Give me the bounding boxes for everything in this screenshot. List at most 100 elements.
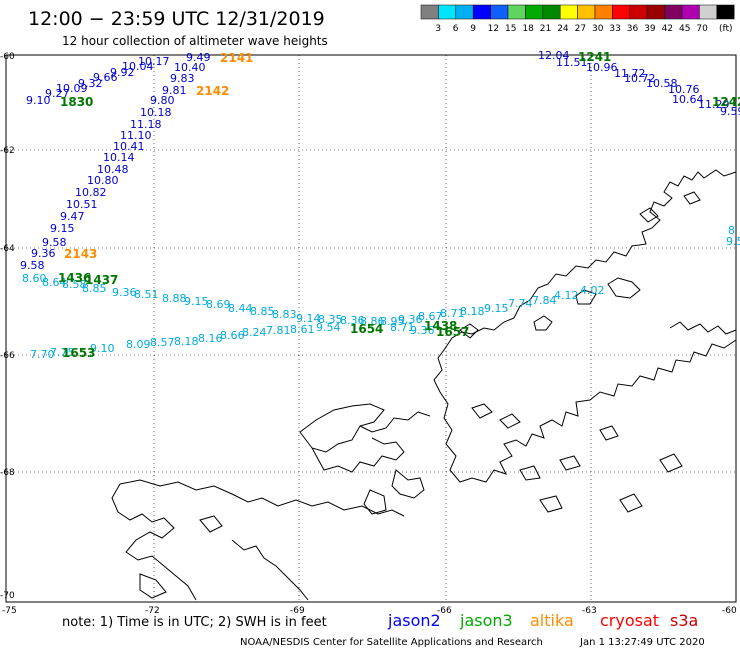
scale-label: 9 — [470, 24, 476, 34]
track-time: 2141 — [220, 51, 253, 65]
swh-value: 10.72 — [624, 72, 656, 85]
lon-label: -63 — [582, 606, 597, 616]
swh-value: 10.04 — [122, 60, 154, 73]
map-subtitle: 12 hour collection of altimeter wave hei… — [62, 34, 328, 48]
swh-value: 8.64 — [42, 276, 67, 289]
swh-value: 8.44 — [228, 302, 253, 315]
track-time: 1657 — [436, 325, 469, 339]
scale-swatch — [612, 4, 631, 20]
swh-value: 10.18 — [140, 106, 172, 119]
swh-value: 9.58 — [20, 259, 45, 272]
swh-value: 9.36 — [112, 286, 137, 299]
track-time: 1830 — [60, 95, 93, 109]
lat-label: -66 — [0, 351, 15, 361]
scale-swatch — [455, 4, 474, 20]
swh-value: 10.09 — [56, 82, 88, 95]
scale-swatch — [507, 4, 526, 20]
lat-label: -62 — [0, 146, 15, 156]
swh-value: 9.32 — [78, 77, 103, 90]
scale-swatch — [594, 4, 613, 20]
scale-swatch — [577, 4, 596, 20]
swh-value: 10.80 — [87, 174, 119, 187]
swh-value: 8.88 — [162, 292, 187, 305]
swh-value: 9.27 — [45, 87, 70, 100]
lon-label: -66 — [437, 606, 452, 616]
scale-swatch — [438, 4, 457, 20]
swh-value: 12.04 — [538, 49, 570, 62]
scale-label: 42 — [662, 24, 673, 34]
track-time: 1437 — [85, 273, 118, 287]
swh-value: 9.5 — [726, 235, 740, 248]
swh-value: 8.58 — [62, 278, 87, 291]
track-time: 1654 — [350, 322, 383, 336]
scale-label: 70 — [696, 24, 708, 34]
swh-value: 9.80 — [150, 94, 175, 107]
swh-value: 9.81 — [162, 84, 187, 97]
lat-label: -64 — [0, 244, 15, 254]
swh-value: 10.82 — [75, 186, 107, 199]
swh-value: 8.18 — [460, 305, 485, 318]
scale-swatch — [716, 4, 735, 20]
swh-value: 8.57 — [150, 336, 175, 349]
swh-value: 8.51 — [134, 288, 159, 301]
swh-value: 10.17 — [138, 55, 170, 68]
scale-swatch — [699, 4, 718, 20]
map-panel: -60 -62 -64 -66 -68 -70 -75 -72 -69 -66 … — [0, 49, 740, 616]
swh-value: 9.58 — [42, 236, 67, 249]
scale-label: 18 — [522, 24, 534, 34]
swh-value: 9.36 — [31, 247, 56, 260]
swh-value: 8.69 — [206, 298, 231, 311]
scale-swatch — [559, 4, 578, 20]
swh-value: 10.14 — [103, 151, 135, 164]
swh-value: 8.66 — [220, 329, 245, 342]
swh-value: 9.66 — [93, 71, 118, 84]
legend-jason2: jason2 — [387, 611, 441, 630]
swh-value: 8.71 — [440, 307, 465, 320]
footer-credit: NOAA/NESDIS Center for Satellite Applica… — [240, 637, 543, 648]
swh-value: 10.96 — [586, 61, 618, 74]
swh-value: 9.15 — [50, 222, 75, 235]
swh-value: 9.15 — [484, 302, 509, 315]
swh-value: 8.71 — [390, 321, 415, 334]
swh-value: 10.48 — [97, 163, 129, 176]
swh-value: 10.58 — [646, 77, 678, 90]
swh-value: 8.36 — [340, 314, 365, 327]
legend-s3a: s3a — [670, 611, 698, 630]
track-time: 1438 — [424, 319, 457, 333]
swh-value: 8.85 — [82, 282, 107, 295]
swh-value: 11.29 — [698, 98, 730, 111]
track-time: 1241 — [578, 50, 611, 64]
graticule — [6, 55, 736, 602]
scale-label: 45 — [679, 24, 690, 34]
legend-cryosat: cryosat — [600, 611, 659, 630]
swh-value: 9.49 — [186, 51, 211, 64]
scale-label: 15 — [505, 24, 516, 34]
swh-value: 9.14 — [296, 312, 321, 325]
scale-swatch — [664, 4, 683, 20]
swh-value: 11.72 — [614, 67, 646, 80]
legend-altika: altika — [530, 611, 574, 630]
scale-swatch — [629, 4, 648, 20]
swh-value: 9.59 — [720, 105, 740, 118]
track-time: 2142 — [196, 84, 229, 98]
scale-swatch — [525, 4, 544, 20]
swh-value: 8.60 — [22, 272, 47, 285]
lat-label: -68 — [0, 468, 15, 478]
scale-swatch — [490, 4, 509, 20]
swh-value: 10.51 — [66, 198, 98, 211]
swh-value: 9.92 — [110, 66, 135, 79]
scale-label: 24 — [557, 24, 569, 34]
swh-value: 7.70 — [30, 348, 55, 361]
scale-swatch — [646, 4, 665, 20]
scale-label: 33 — [609, 24, 620, 34]
swh-value: 8.61 — [290, 323, 315, 336]
lon-label: -75 — [2, 606, 17, 616]
swh-value: 8.95 — [380, 315, 405, 328]
scale-unit: (ft) — [719, 24, 733, 34]
map-title: 12:00 − 23:59 UTC 12/31/2019 — [28, 8, 325, 30]
scale-label: 6 — [453, 24, 459, 34]
swh-value: 8.24 — [242, 326, 267, 339]
lat-label: -70 — [0, 591, 15, 601]
